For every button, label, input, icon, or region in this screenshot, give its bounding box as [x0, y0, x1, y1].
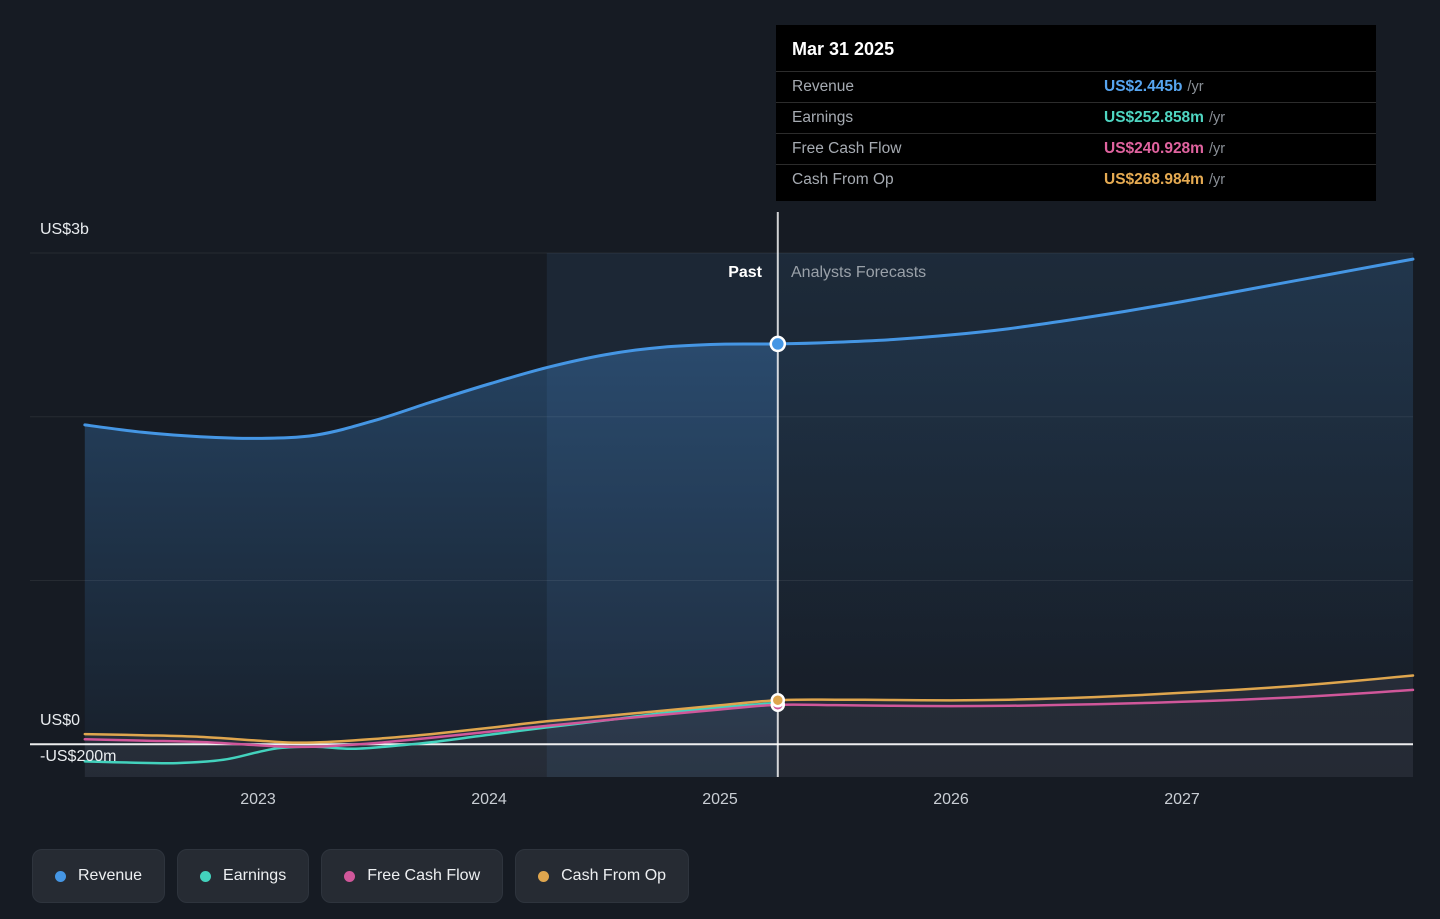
- forecast-label: Analysts Forecasts: [791, 264, 927, 281]
- y-axis-label-0: US$0: [40, 712, 81, 729]
- legend-label: Free Cash Flow: [367, 867, 481, 884]
- legend-item-free-cash-flow[interactable]: Free Cash Flow: [321, 849, 504, 903]
- revenue-dot-icon: [55, 870, 66, 882]
- tooltip: Mar 31 2025 Revenue US$2.445b/yr Earning…: [776, 25, 1376, 201]
- tooltip-row-label: Earnings: [792, 109, 854, 126]
- revenue-past-area: [84, 343, 778, 777]
- tooltip-row-free-cash-flow: Free Cash Flow US$240.928m/yr: [776, 133, 1376, 164]
- legend-item-revenue[interactable]: Revenue: [32, 849, 166, 903]
- legend-item-cash-from-op[interactable]: Cash From Op: [515, 849, 690, 903]
- legend: Revenue Earnings Free Cash Flow Cash Fro…: [32, 849, 690, 903]
- highlight-band: [546, 253, 778, 777]
- tooltip-row-label: Free Cash Flow: [792, 140, 902, 157]
- tooltip-row-value: US$240.928m: [1104, 140, 1204, 157]
- free-cash-flow-dot-icon: [344, 870, 356, 882]
- tooltip-row-earnings: Earnings US$252.858m/yr: [776, 102, 1376, 133]
- earnings-dot-icon: [200, 870, 212, 882]
- tooltip-row-label: Revenue: [792, 78, 855, 95]
- tooltip-row-label: Cash From Op: [792, 171, 894, 188]
- past-label: Past: [728, 264, 762, 281]
- revenue-marker: [769, 335, 787, 353]
- tooltip-row-value: US$252.858m: [1104, 109, 1204, 126]
- cash-from-op-marker: [770, 692, 786, 708]
- cash-from-op-area: [84, 675, 1413, 777]
- free-cash-flow-line: [83, 688, 1415, 749]
- x-axis-label-2024: 2024: [471, 791, 507, 808]
- tooltip-row-value: US$2.445b: [1104, 78, 1183, 95]
- cash-from-op-line: [83, 674, 1415, 744]
- tooltip-row-suffix: /yr: [1208, 110, 1226, 126]
- legend-label: Cash From Op: [561, 867, 667, 884]
- y-axis-label-3b: US$3b: [40, 221, 89, 238]
- tooltip-date: Mar 31 2025: [792, 39, 895, 59]
- x-axis-label-2023: 2023: [240, 791, 276, 808]
- x-axis-label-2026: 2026: [933, 791, 969, 808]
- legend-label: Earnings: [223, 867, 287, 884]
- tooltip-row-suffix: /yr: [1208, 141, 1226, 157]
- cash-from-op-dot-icon: [538, 870, 550, 882]
- revenue-forecast-area: [777, 259, 1413, 778]
- x-axis-label-2027: 2027: [1164, 791, 1200, 808]
- tooltip-row-cash-from-op: Cash From Op US$268.984m/yr: [776, 164, 1376, 195]
- legend-item-earnings[interactable]: Earnings: [177, 849, 310, 903]
- legend-label: Revenue: [78, 867, 143, 884]
- tooltip-row-value: US$268.984m: [1104, 171, 1204, 188]
- x-axis-label-2025: 2025: [702, 791, 738, 808]
- y-axis-label-neg200m: -US$200m: [40, 748, 117, 765]
- tooltip-row-suffix: /yr: [1208, 172, 1226, 188]
- tooltip-row-suffix: /yr: [1187, 79, 1204, 95]
- tooltip-row-revenue: Revenue US$2.445b/yr: [776, 71, 1376, 102]
- revenue-line: [83, 257, 1415, 440]
